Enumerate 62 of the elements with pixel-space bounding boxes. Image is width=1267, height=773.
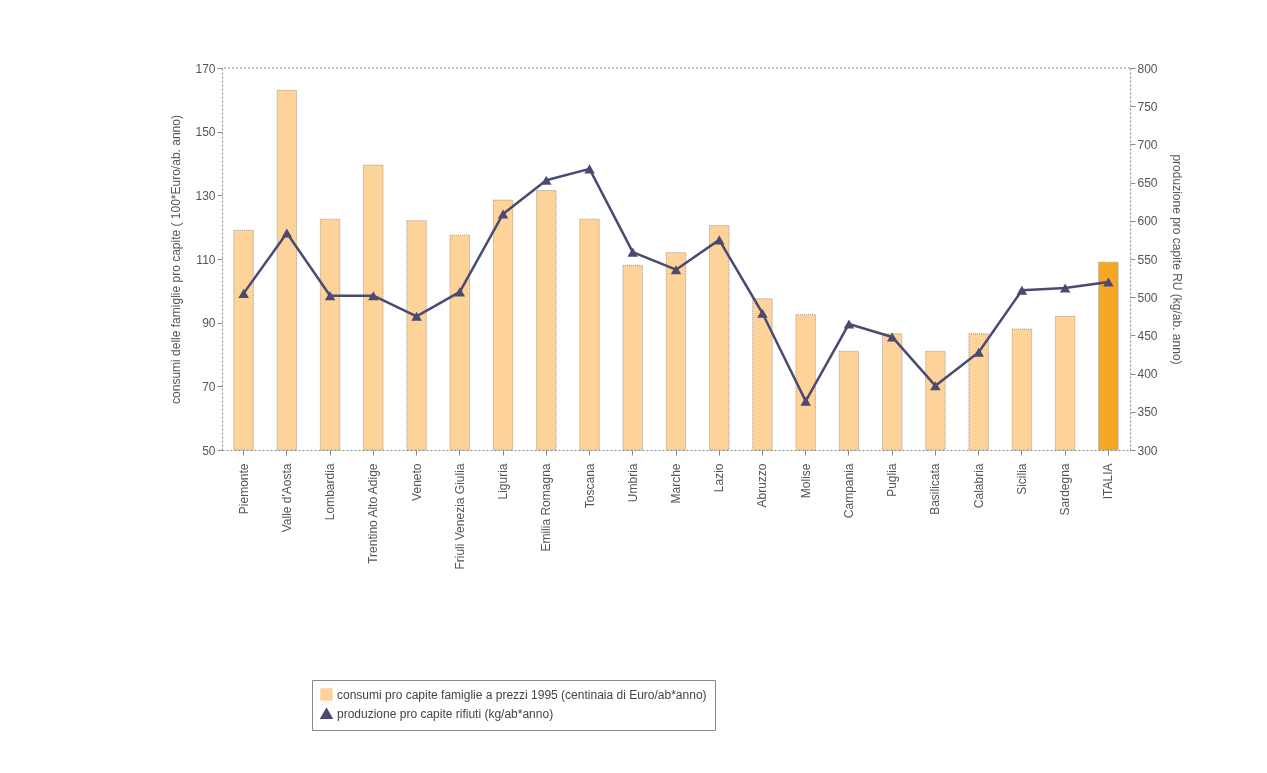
point [627, 247, 639, 257]
y-tick-label: 110 [196, 252, 216, 267]
point [670, 265, 682, 275]
x-tick-label: Toscana [582, 463, 597, 509]
point [281, 228, 293, 238]
y2-tick-label: 300 [1137, 443, 1158, 458]
y2-tick-label: 500 [1137, 290, 1158, 305]
point [1059, 283, 1071, 293]
y-tick-label: 170 [195, 61, 216, 76]
legend-label: produzione pro capite rifiuti (kg/ab*anno) [337, 706, 554, 721]
x-tick-label: Marche [669, 463, 683, 504]
point [368, 291, 379, 301]
x-tick-label: Emilia Romagna [539, 463, 554, 552]
y2-tick-label: 750 [1137, 99, 1158, 114]
x-tick-label: Veneto [409, 463, 424, 501]
point [757, 308, 768, 318]
x-tick-label: Campania [841, 463, 856, 519]
y2-axis-title: produzione pro capite RU (kg/ab. anno) [1169, 154, 1184, 365]
y2-tick-label: 450 [1137, 328, 1158, 343]
point [886, 332, 898, 342]
x-tick-label: Molise [798, 463, 813, 499]
y-tick-label: 90 [202, 316, 216, 331]
y2-tick-label: 550 [1137, 252, 1158, 267]
x-tick-label: Puglia [885, 463, 900, 497]
legend-label: consumi pro capite famiglie a prezzi 1995 (centinaia di Euro/ab*anno) [337, 687, 707, 702]
y-tick-label: 50 [202, 443, 216, 458]
point [1016, 285, 1028, 295]
x-tick-label: ITALIA [1101, 463, 1116, 500]
point [324, 291, 336, 301]
point [930, 381, 941, 391]
x-tick-label: Calabria [971, 463, 986, 509]
x-tick-label: Basilicata [928, 463, 943, 515]
x-tick-label: Liguria [496, 463, 511, 500]
point [454, 287, 466, 297]
x-tick-label: Umbria [625, 463, 640, 503]
x-tick-label: Abruzzo [755, 463, 770, 508]
y-tick-label: 70 [202, 379, 216, 394]
x-tick-label: Piemonte [236, 463, 251, 515]
point [800, 396, 811, 406]
y2-tick-label: 400 [1137, 367, 1158, 382]
y-axis-title: consumi delle famiglie pro capite ( 100*Euro/ab. anno) [169, 115, 184, 404]
point [411, 311, 422, 321]
y2-tick-label: 700 [1137, 137, 1158, 152]
x-tick-label: Friuli Venezia Giulia [452, 463, 467, 570]
x-tick-label: Lombardia [323, 463, 338, 521]
y2-tick-label: 350 [1137, 405, 1158, 420]
x-tick-label: Sicilia [1014, 463, 1029, 495]
point [497, 209, 509, 219]
y-tick-label: 130 [195, 188, 216, 203]
x-tick-label: Sardegna [1058, 463, 1073, 516]
point [843, 319, 855, 329]
x-tick-label: Lazio [712, 463, 727, 493]
y2-tick-label: 800 [1137, 61, 1158, 76]
point [238, 288, 249, 298]
y2-tick-label: 650 [1137, 176, 1158, 191]
x-tick-label: Valle d'Aosta [279, 463, 294, 533]
y2-tick-label: 600 [1137, 214, 1158, 229]
point [584, 164, 595, 174]
y-tick-label: 150 [195, 125, 216, 140]
point [973, 347, 984, 357]
point [541, 175, 552, 185]
x-tick-label: Trentino Alto Adige [366, 463, 381, 564]
